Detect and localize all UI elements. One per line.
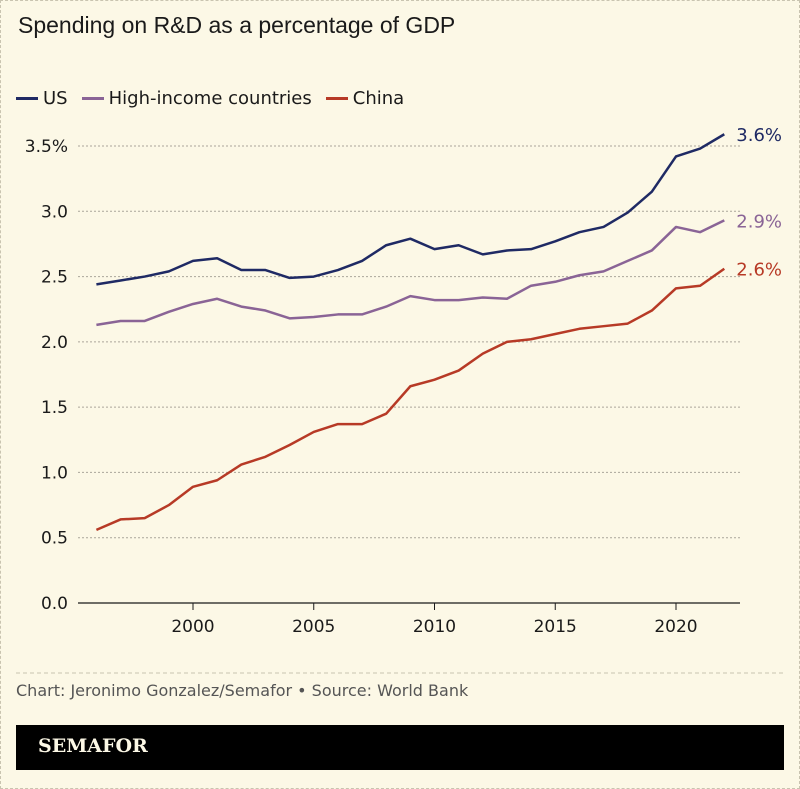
x-tick-label: 2015 (534, 617, 577, 637)
y-tick-label: 1.0 (41, 463, 68, 483)
legend-item: US (16, 88, 68, 109)
semafor-logo: SEMAFOR (38, 735, 148, 757)
y-tick-label: 0.0 (41, 594, 68, 614)
end-label: 3.6% (736, 125, 782, 146)
y-tick-label: 3.5% (25, 137, 68, 157)
legend-label: China (352, 88, 405, 109)
x-tick-label: 2020 (654, 617, 697, 637)
x-tick-label: 2005 (292, 617, 335, 637)
legend-label: High-income countries (108, 88, 312, 109)
x-tick-label: 2010 (413, 617, 456, 637)
end-label: 2.9% (736, 211, 782, 232)
y-tick-label: 1.5 (41, 398, 68, 418)
legend-item: High-income countries (81, 88, 312, 109)
series-line-high-income-countries (96, 219, 725, 327)
y-tick-label: 3.0 (41, 202, 68, 222)
series-line-us (96, 133, 725, 286)
brand-band: SEMAFOR (16, 725, 784, 770)
y-tick-label: 0.5 (41, 529, 68, 549)
legend: US High-income countries China (16, 88, 404, 109)
y-tick-label: 2.0 (41, 333, 68, 353)
source-credit: Chart: Jeronimo Gonzalez/Semafor • Sourc… (16, 681, 469, 700)
legend-label: US (43, 88, 68, 109)
series-line-china (95, 267, 726, 532)
legend-swatch (16, 97, 38, 100)
legend-item: China (325, 88, 405, 109)
x-tick-label: 2000 (171, 617, 214, 637)
chart-title: Spending on R&D as a percentage of GDP (18, 12, 456, 38)
y-tick-label: 2.5 (41, 268, 68, 288)
legend-swatch (325, 97, 348, 100)
legend-swatch (81, 97, 104, 100)
end-label: 2.6% (736, 260, 782, 281)
